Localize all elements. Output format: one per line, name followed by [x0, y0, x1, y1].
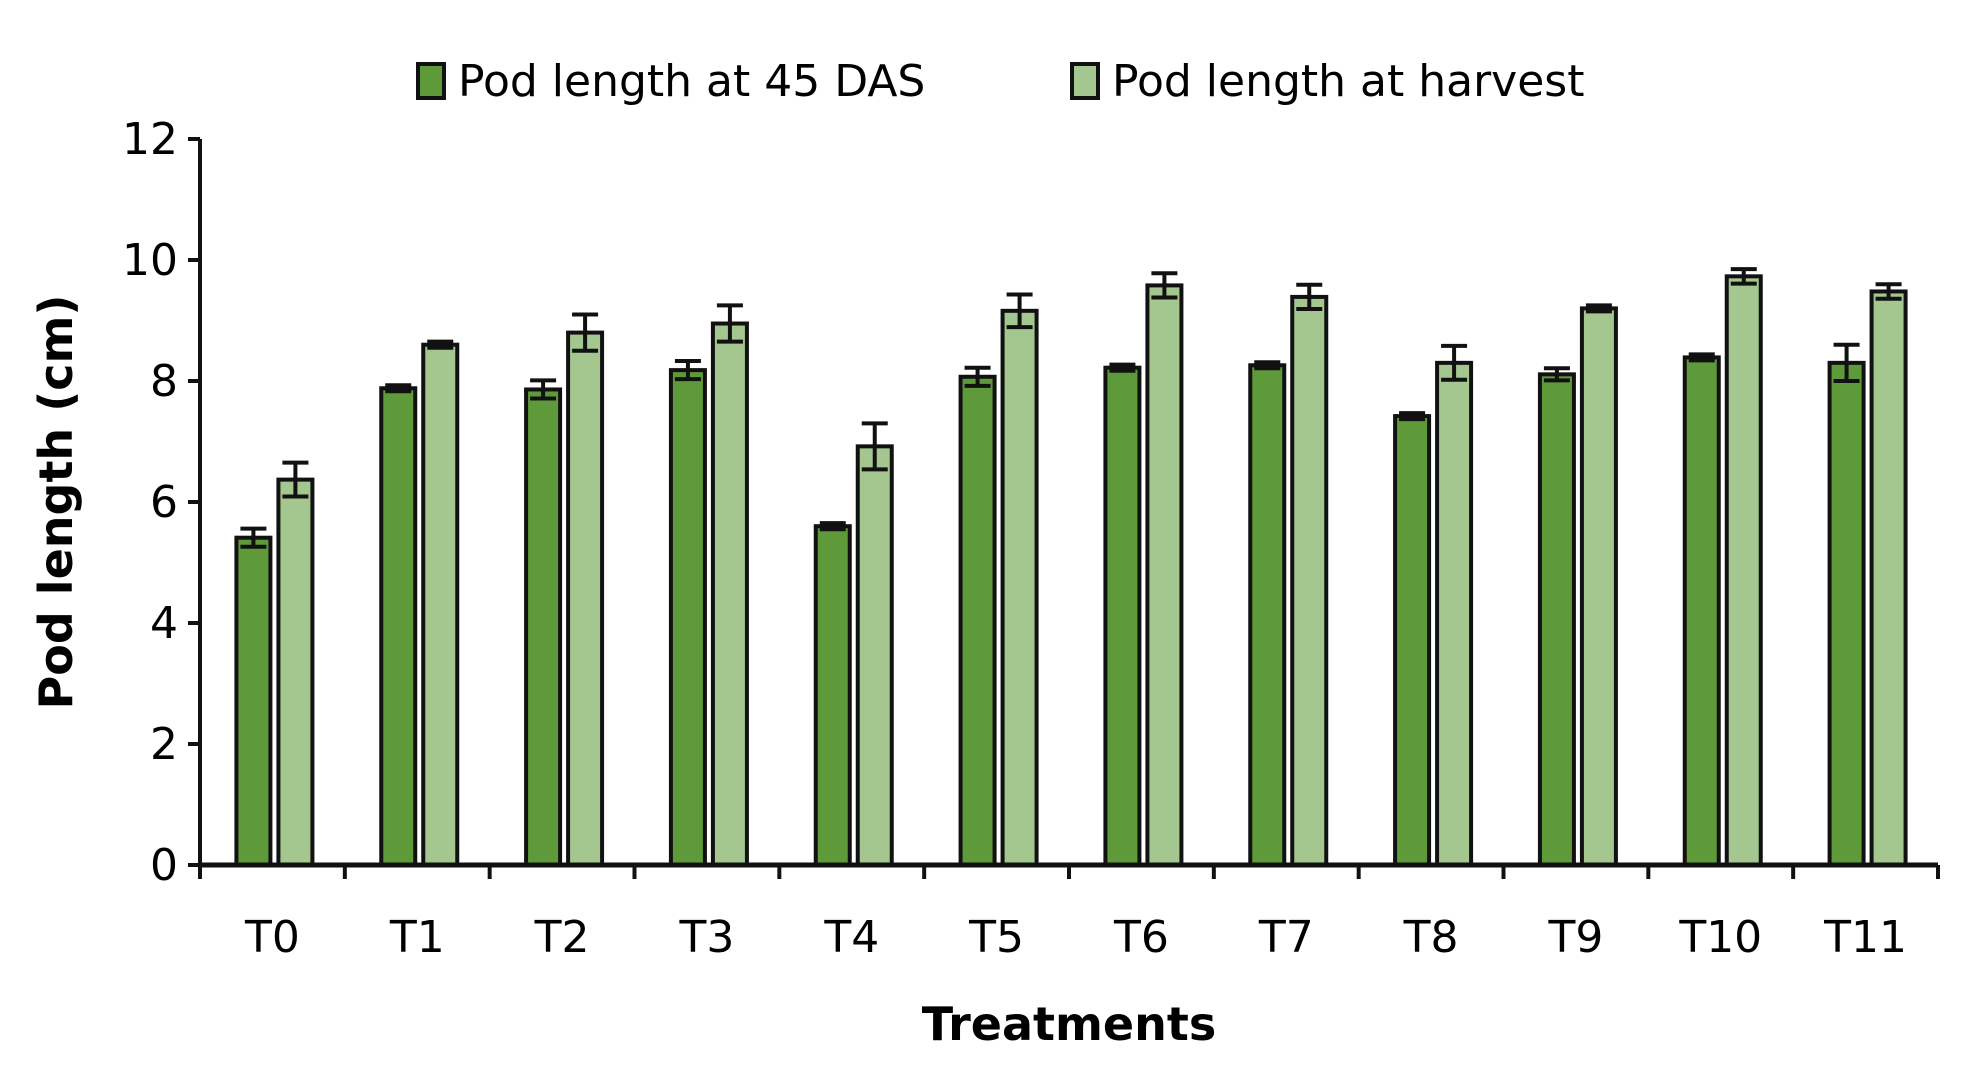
error-bar-T5-series-2 — [1006, 292, 1033, 330]
error-bar-T0-series-2 — [282, 460, 309, 499]
x-tick-label: T3 — [678, 912, 734, 963]
error-bar-T5-series-1 — [964, 365, 991, 388]
x-tick-label: T9 — [1547, 912, 1603, 963]
bar-T7-series-2 — [1290, 294, 1329, 867]
y-tick-label: 6 — [150, 477, 178, 528]
bar-T2-series-2 — [566, 330, 605, 868]
x-tick-label: T7 — [1258, 912, 1314, 963]
error-bar-T3-series-1 — [674, 359, 701, 382]
error-bar-T7-series-1 — [1254, 360, 1281, 371]
bar-T8-series-2 — [1435, 360, 1474, 867]
axes: 0 2 4 6 8 10 12 T0 T1 T2 T3 T4 T5 T6 T7 T8 T9 T10 T11 — [122, 114, 1940, 963]
y-tick-label: 4 — [150, 598, 178, 649]
x-tick-label: T8 — [1403, 912, 1459, 963]
error-bar-T8-series-2 — [1441, 343, 1468, 382]
bar-T3-series-1 — [668, 368, 707, 867]
error-bar-T6-series-2 — [1151, 271, 1178, 300]
x-axis-title: Treatments — [922, 997, 1217, 1051]
y-tick-label: 0 — [150, 840, 178, 891]
error-bar-T11-series-1 — [1833, 342, 1860, 383]
bar-T4-series-1 — [813, 524, 852, 867]
y-tick-label: 12 — [122, 114, 178, 165]
error-bar-T3-series-2 — [716, 303, 743, 344]
y-tick-label: 8 — [150, 356, 178, 407]
error-bar-T9-series-2 — [1585, 303, 1612, 314]
x-tick-label: T10 — [1678, 912, 1762, 963]
bar-T3-series-2 — [710, 321, 749, 867]
error-bar-T1-series-2 — [427, 339, 454, 350]
legend-item-1: Pod length at 45 DAS — [416, 56, 925, 107]
bar-T1-series-2 — [421, 342, 460, 867]
bar-T11-series-2 — [1869, 289, 1908, 867]
x-tick-label: T4 — [823, 912, 879, 963]
x-tick-label: T6 — [1113, 912, 1169, 963]
bar-T10-series-1 — [1682, 355, 1721, 867]
error-bar-T1-series-1 — [385, 383, 412, 394]
error-bar-T2-series-1 — [530, 378, 557, 401]
bar-T7-series-1 — [1248, 363, 1287, 867]
error-bar-T10-series-1 — [1688, 352, 1715, 363]
legend-label: Pod length at harvest — [1112, 56, 1584, 107]
bar-T0-series-1 — [234, 535, 273, 867]
bar-T11-series-1 — [1827, 360, 1866, 867]
error-bar-T0-series-1 — [240, 526, 267, 549]
bar-T8-series-1 — [1393, 414, 1432, 867]
error-bar-T6-series-1 — [1109, 362, 1136, 373]
y-tick-label: 10 — [122, 235, 178, 286]
bar-T10-series-2 — [1724, 274, 1763, 867]
x-tick-label: T11 — [1823, 912, 1907, 963]
x-tick-label: T0 — [244, 912, 300, 963]
error-bar-T4-series-1 — [819, 521, 846, 532]
bar-T6-series-1 — [1103, 365, 1142, 867]
y-tick-label: 2 — [150, 719, 178, 770]
bar-T2-series-1 — [524, 387, 563, 867]
bar-T5-series-2 — [1000, 308, 1039, 867]
legend: Pod length at 45 DAS Pod length at harves… — [416, 56, 1584, 107]
bar-T4-series-2 — [855, 444, 894, 867]
legend-swatch — [1070, 62, 1100, 100]
error-bar-T11-series-2 — [1875, 282, 1902, 301]
bar-T0-series-2 — [276, 477, 315, 867]
bar-T5-series-1 — [958, 374, 997, 867]
bar-T9-series-2 — [1579, 306, 1618, 867]
bars — [234, 267, 1908, 868]
bar-T9-series-1 — [1537, 372, 1576, 867]
x-tick-label: T1 — [389, 912, 445, 963]
y-axis-title: Pod length (cm) — [29, 295, 83, 710]
bar-T1-series-1 — [379, 386, 418, 867]
bar-T6-series-2 — [1145, 283, 1184, 868]
legend-label: Pod length at 45 DAS — [458, 56, 925, 107]
x-tick-label: T2 — [534, 912, 590, 963]
error-bar-T4-series-2 — [861, 421, 888, 472]
error-bar-T7-series-2 — [1296, 282, 1323, 312]
error-bar-T2-series-2 — [572, 312, 599, 353]
legend-swatch — [416, 62, 446, 100]
error-bar-T8-series-1 — [1399, 411, 1426, 422]
legend-item-2: Pod length at harvest — [1070, 56, 1584, 107]
x-tick-label: T5 — [968, 912, 1024, 963]
error-bar-T10-series-2 — [1730, 267, 1757, 286]
error-bar-T9-series-1 — [1543, 366, 1570, 383]
